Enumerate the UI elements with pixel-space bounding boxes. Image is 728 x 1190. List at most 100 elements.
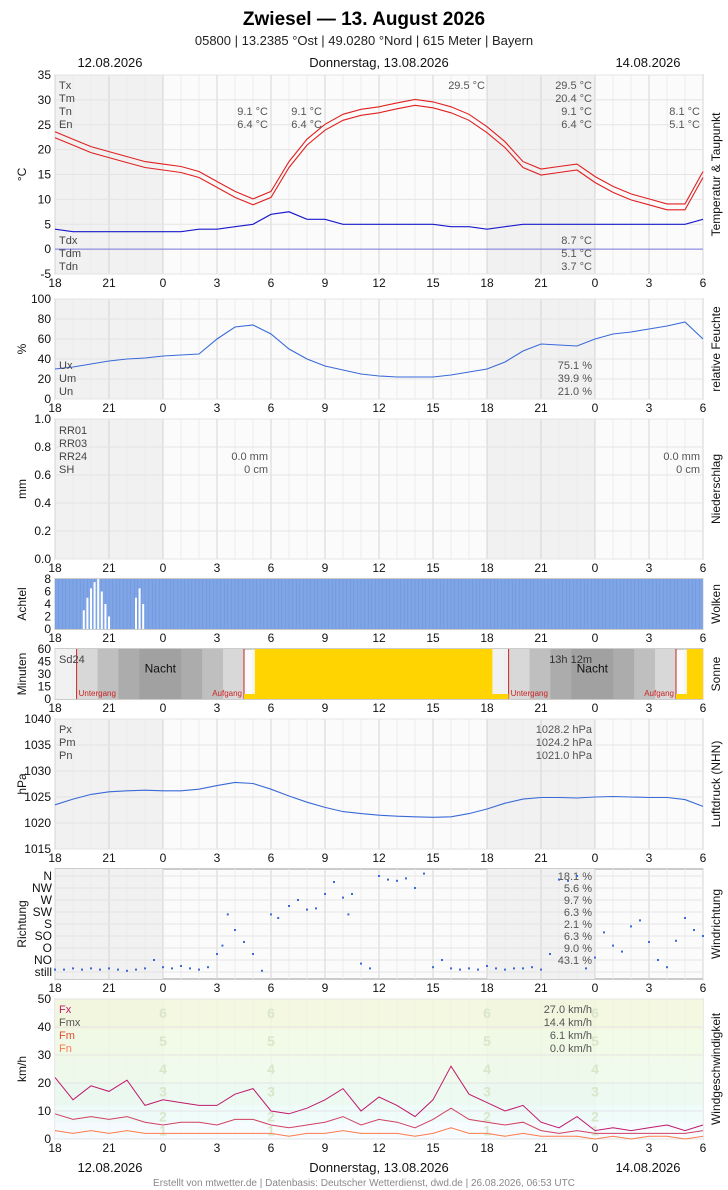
- x-tick-label: 6: [700, 701, 707, 715]
- beaufort-number: 2: [591, 1109, 599, 1125]
- precipitation-side-label: Niederschlag: [709, 454, 723, 524]
- y-tick-label: 1025: [24, 790, 51, 804]
- y-tick-label: 30: [38, 1048, 52, 1062]
- beaufort-number: 5: [483, 1033, 491, 1049]
- x-tick-label: 6: [700, 981, 707, 995]
- direction-point: [450, 967, 452, 970]
- x-tick-label: 3: [214, 631, 221, 645]
- en-value-right: 5.1 °C: [669, 119, 700, 131]
- y-tick-label: 1.0: [34, 412, 51, 426]
- sh-value-b: 0 cm: [676, 464, 700, 476]
- humidity-line: [54, 321, 704, 378]
- dewpoint-label: Tdn: [59, 261, 78, 273]
- beaufort-number: 3: [591, 1083, 599, 1099]
- y-tick-label: 0: [44, 242, 51, 256]
- y-tick-label: 10: [38, 192, 52, 206]
- beaufort-number: 3: [267, 1083, 275, 1099]
- x-tick-label: 9: [322, 561, 329, 575]
- wind-speed-side-label: Windgeschwindigkeit: [709, 1012, 723, 1125]
- beaufort-band: [55, 1105, 703, 1123]
- x-tick-label: 21: [534, 561, 548, 575]
- cloud-gap-bar: [135, 597, 137, 629]
- direction-point: [531, 966, 533, 969]
- x-tick-label: 3: [214, 561, 221, 575]
- night-gradient: [508, 649, 531, 699]
- tdx-value: 8.7 °C: [561, 235, 592, 247]
- sunshine-bar: [492, 694, 509, 699]
- beaufort-number: 5: [159, 1033, 167, 1049]
- direction-percent: 5.6 %: [564, 883, 592, 895]
- y-tick-label: 0.2: [34, 524, 51, 538]
- x-tick-label: 15: [426, 851, 440, 865]
- sunrise-label: Aufgang: [212, 689, 242, 698]
- direction-point: [693, 929, 695, 931]
- x-tick-label: 21: [102, 401, 116, 415]
- date-right-bottom: 14.08.2026: [615, 1160, 680, 1175]
- direction-point: [333, 881, 335, 883]
- tn-value-right: 8.1 °C: [669, 106, 700, 118]
- max-temp-marker: 29.5 °C: [448, 80, 485, 92]
- x-tick-label: 9: [322, 981, 329, 995]
- cloud-gap-bar: [86, 597, 89, 629]
- tn-value: 9.1 °C: [561, 106, 592, 118]
- sunshine-bar: [244, 694, 255, 699]
- beaufort-number: 3: [159, 1083, 167, 1099]
- night-gradient: [550, 649, 572, 699]
- x-tick-label: 0: [592, 851, 599, 865]
- en-value-b: 6.4 °C: [291, 119, 322, 131]
- x-tick-label: 3: [214, 981, 221, 995]
- cloud-gap-bar: [108, 616, 110, 629]
- y-tick-label: 50: [38, 992, 52, 1006]
- x-tick-label: 3: [646, 631, 653, 645]
- x-tick-label: 21: [102, 631, 116, 645]
- direction-point: [369, 967, 371, 970]
- x-tick-label: 12: [372, 401, 386, 415]
- sd24-label: Sd24: [59, 654, 85, 666]
- station-info: 05800 | 13.2385 °Ost | 49.0280 °Nord | 6…: [195, 33, 533, 48]
- x-tick-label: 9: [322, 631, 329, 645]
- cloud-gap-bar: [93, 582, 96, 629]
- tx-value: 29.5 °C: [555, 80, 592, 92]
- direction-point: [477, 968, 479, 971]
- humidity-label: Ux: [59, 360, 73, 372]
- beaufort-number: 3: [483, 1083, 491, 1099]
- night-gradient: [202, 649, 224, 699]
- x-tick-label: 15: [426, 1141, 440, 1155]
- y-tick-label: 10: [38, 1104, 52, 1118]
- x-tick-label: 18: [480, 851, 494, 865]
- humidity-label: Um: [59, 373, 76, 385]
- x-tick-label: 18: [480, 631, 494, 645]
- direction-label: O: [43, 941, 52, 955]
- beaufort-number: 4: [591, 1061, 599, 1077]
- direction-point: [657, 959, 659, 961]
- direction-point: [180, 965, 182, 967]
- pressure-y-label: hPa: [15, 773, 29, 795]
- direction-point: [234, 929, 236, 931]
- y-tick-label: 20: [38, 143, 52, 157]
- direction-point: [261, 969, 263, 972]
- x-tick-label: 0: [592, 1141, 599, 1155]
- pressure-side-label: Luftdruck (NHN): [709, 741, 723, 828]
- direction-point: [171, 967, 173, 970]
- direction-point: [432, 966, 434, 969]
- x-tick-label: 15: [426, 981, 440, 995]
- precipitation-y-label: mm: [15, 479, 29, 499]
- x-tick-label: 0: [160, 631, 167, 645]
- y-tick-label: 1035: [24, 738, 51, 752]
- cloud-gap-bar: [97, 579, 100, 629]
- direction-point: [144, 967, 146, 970]
- humidity-y-label: %: [15, 343, 29, 354]
- y-tick-label: 60: [38, 642, 52, 656]
- x-tick-label: 3: [214, 701, 221, 715]
- precip-label: RR03: [59, 438, 87, 450]
- wind-fx-line: [54, 1065, 704, 1132]
- cloud-gap-bar: [82, 610, 85, 629]
- night-label: Nacht: [577, 661, 609, 675]
- y-tick-label: 45: [38, 655, 52, 669]
- sunshine-bar: [254, 649, 493, 699]
- direction-point: [347, 913, 350, 916]
- night-gradient: [139, 649, 161, 699]
- direction-point: [288, 905, 290, 907]
- beaufort-number: 6: [483, 1005, 491, 1021]
